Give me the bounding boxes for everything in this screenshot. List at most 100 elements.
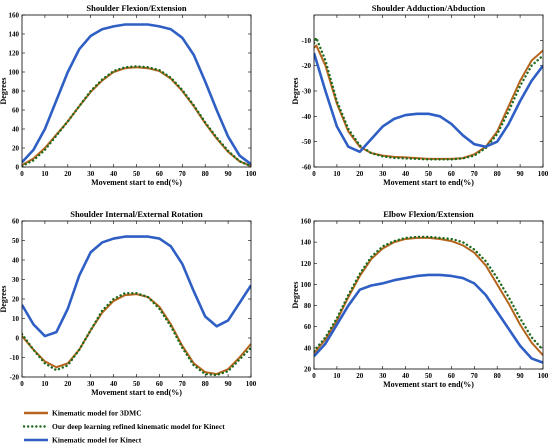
x-tick-label: 70 — [179, 170, 187, 178]
x-tick-label: 100 — [246, 170, 257, 178]
x-tick-label: 60 — [448, 372, 456, 380]
y-tick-label: -20 — [302, 62, 312, 70]
y-tick-label: 140 — [301, 239, 312, 247]
x-tick-label: 10 — [41, 170, 49, 178]
series-group — [22, 23, 251, 167]
series-line-kinematic-model-for-3dmc — [314, 44, 543, 160]
y-axis-label: Degrees — [291, 282, 300, 309]
y-tick-label: 50 — [12, 237, 20, 245]
legend-label-our-deep-learning-refined-kinematic-model-for-kinect: Our deep learning refined kinematic mode… — [52, 422, 225, 431]
x-tick-label: 100 — [538, 372, 549, 380]
series-line-kinematic-model-for-kinect — [22, 235, 251, 338]
x-tick-label: 80 — [202, 380, 210, 388]
y-tick-label: 120 — [301, 260, 312, 268]
legend: Kinematic model for 3DMC Our deep learnin… — [22, 409, 225, 445]
series-line-kinematic-model-for-kinect — [22, 23, 251, 166]
y-tick-label: 40 — [12, 257, 20, 265]
y-tick-label: 140 — [9, 31, 20, 39]
series-line-our-deep-learning-refined-kinematic-model-for-kinect — [22, 65, 251, 167]
x-tick-label: 60 — [156, 380, 164, 388]
x-tick-label: 20 — [356, 170, 364, 178]
y-tick-label: 120 — [9, 50, 20, 58]
x-axis-label: Movement start to end(%) — [91, 178, 182, 187]
x-tick-label: 30 — [87, 380, 95, 388]
series-line-our-deep-learning-refined-kinematic-model-for-kinect — [22, 291, 251, 377]
x-tick-label: 100 — [538, 170, 549, 178]
plot-frame — [313, 14, 544, 168]
series-line-kinematic-model-for-kinect — [314, 52, 543, 154]
x-tick-label: 0 — [20, 380, 24, 388]
x-tick-label: 70 — [179, 380, 187, 388]
x-tick-label: 70 — [471, 372, 479, 380]
x-tick-label: 40 — [402, 372, 410, 380]
x-tick-label: 80 — [202, 170, 210, 178]
y-tick-label: -10 — [10, 354, 20, 362]
x-tick-label: 90 — [225, 170, 233, 178]
y-tick-label: 160 — [301, 218, 312, 226]
x-tick-label: 10 — [333, 170, 341, 178]
series-line-our-deep-learning-refined-kinematic-model-for-kinect — [314, 36, 543, 161]
y-tick-label: 100 — [301, 281, 312, 289]
y-tick-label: 40 — [12, 126, 20, 134]
y-tick-label: 160 — [9, 12, 20, 20]
x-tick-label: 30 — [87, 170, 95, 178]
chart-title: Elbow Flexion/Extension — [383, 209, 474, 219]
x-tick-label: 90 — [517, 372, 525, 380]
x-tick-label: 30 — [379, 170, 387, 178]
x-tick-label: 20 — [64, 170, 72, 178]
x-tick-label: 100 — [246, 380, 257, 388]
x-tick-label: 10 — [333, 372, 341, 380]
y-tick-label: 0 — [16, 335, 20, 343]
x-tick-label: 80 — [494, 170, 502, 178]
x-tick-label: 50 — [425, 372, 433, 380]
series-line-our-deep-learning-refined-kinematic-model-for-kinect — [314, 235, 543, 353]
x-tick-label: 70 — [471, 170, 479, 178]
x-tick-label: 40 — [110, 380, 118, 388]
x-tick-label: 90 — [517, 170, 525, 178]
x-axis-label: Movement start to end(%) — [383, 380, 474, 389]
x-tick-label: 30 — [379, 372, 387, 380]
y-tick-label: -20 — [10, 374, 20, 382]
y-tick-label: 20 — [304, 366, 312, 374]
series-line-kinematic-model-for-3dmc — [22, 66, 251, 167]
x-tick-label: 60 — [448, 170, 456, 178]
y-tick-label: 80 — [304, 302, 312, 310]
y-tick-label: -30 — [302, 88, 312, 96]
y-tick-label: -40 — [302, 113, 312, 121]
y-axis-label: Degrees — [291, 78, 300, 105]
x-tick-label: 50 — [133, 380, 141, 388]
x-tick-label: 40 — [402, 170, 410, 178]
x-tick-label: 50 — [425, 170, 433, 178]
series-line-kinematic-model-for-kinect — [314, 273, 543, 364]
series-line-kinematic-model-for-3dmc — [22, 293, 251, 376]
plot-frame — [21, 220, 252, 378]
y-tick-label: 10 — [12, 315, 20, 323]
y-tick-label: 60 — [304, 323, 312, 331]
y-tick-label: 60 — [12, 218, 20, 226]
y-tick-label: 100 — [9, 69, 20, 77]
y-tick-label: -50 — [302, 138, 312, 146]
panel-shoulder-flexion: Shoulder Flexion/Extension 0 20 40 60 80 100 12… — [0, 3, 257, 187]
y-tick-label: 80 — [12, 88, 20, 96]
chart-title: Shoulder Flexion/Extension — [86, 3, 186, 13]
x-tick-label: 80 — [494, 372, 502, 380]
x-tick-label: 60 — [156, 170, 164, 178]
y-tick-label: -60 — [302, 164, 312, 172]
x-tick-label: 50 — [133, 170, 141, 178]
series-group — [22, 235, 251, 377]
panel-shoulder-rotation: Shoulder Internal/External Rotation -20 -1… — [0, 209, 257, 397]
legend-label-kinematic-model-for-3dmc: Kinematic model for 3DMC — [52, 409, 142, 418]
x-axis-label: Movement start to end(%) — [383, 178, 474, 187]
panel-shoulder-adduction: Shoulder Adduction/Abduction -60 -50 -40 -30… — [291, 3, 549, 187]
y-tick-label: 30 — [12, 276, 20, 284]
y-tick-label: 0 — [16, 164, 20, 172]
y-axis-label: Degrees — [0, 78, 8, 105]
y-tick-label: 60 — [12, 107, 20, 115]
legend-label-kinematic-model-for-kinect: Kinematic model for Kinect — [52, 436, 142, 445]
x-tick-label: 10 — [41, 380, 49, 388]
x-tick-label: 20 — [356, 372, 364, 380]
x-tick-label: 0 — [312, 170, 316, 178]
series-group — [314, 36, 543, 161]
y-tick-label: 40 — [304, 344, 312, 352]
plot-frame — [21, 14, 252, 168]
